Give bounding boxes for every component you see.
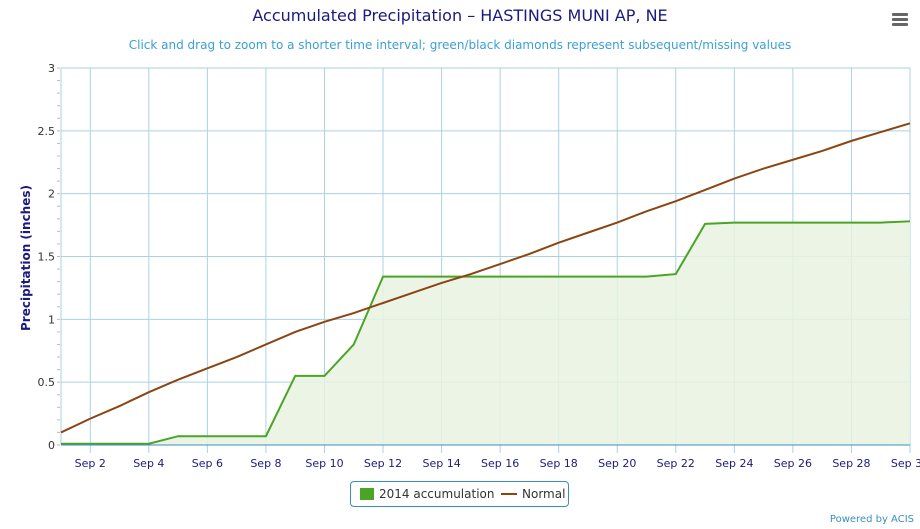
series-area-2014-accumulation <box>61 221 910 445</box>
legend-swatch-normal <box>501 493 517 495</box>
chart-title: Accumulated Precipitation – HASTINGS MUN… <box>252 6 668 25</box>
x-tick-label: Sep 6 <box>192 457 223 470</box>
x-tick-label: Sep 20 <box>598 457 636 470</box>
series-lines <box>60 122 911 445</box>
y-tick-label: 2 <box>48 188 55 201</box>
x-tick-label: Sep 22 <box>657 457 695 470</box>
chart-subtitle: Click and drag to zoom to a shorter time… <box>128 38 792 52</box>
y-axis-title: Precipitation (inches) <box>19 185 33 331</box>
x-tick-label: Sep 28 <box>832 457 870 470</box>
x-tick-label: Sep 26 <box>774 457 812 470</box>
x-tick-label: Sep 4 <box>133 457 164 470</box>
y-tick-label: 0.5 <box>38 376 56 389</box>
x-tick-label: Sep 14 <box>422 457 460 470</box>
x-tick-label: Sep 2 <box>75 457 106 470</box>
y-tick-label: 1 <box>48 313 55 326</box>
legend: 2014 accumulation Normal <box>350 481 569 507</box>
y-tick-label: 1.5 <box>38 251 56 264</box>
series-line-2014-accumulation <box>61 220 911 445</box>
x-tick-label: Sep 16 <box>481 457 519 470</box>
axes: Sep 2 Sep 4 Sep 6 Sep 8 Sep 10 Sep 12 Sep 14 Se… <box>38 62 920 470</box>
legend-swatch-2014-accumulation <box>360 488 374 500</box>
accumulation-area-layer <box>61 221 910 445</box>
x-tick-label: Sep 8 <box>250 457 281 470</box>
legend-item-normal[interactable]: Normal <box>501 487 565 501</box>
legend-label-normal: Normal <box>522 487 566 501</box>
legend-item-2014-accumulation[interactable]: 2014 accumulation <box>360 487 494 501</box>
series-line-normal <box>60 122 911 434</box>
x-tick-label: Sep 10 <box>305 457 343 470</box>
y-tick-label: 2.5 <box>38 125 56 138</box>
y-tick-label: 3 <box>48 62 55 75</box>
hamburger-menu-icon[interactable] <box>892 13 908 27</box>
y-tick-label: 0 <box>48 439 55 452</box>
x-tick-label: Sep 30 <box>891 457 920 470</box>
x-tick-label: Sep 18 <box>540 457 578 470</box>
credit-link[interactable]: Powered by ACIS <box>829 514 914 525</box>
x-tick-label: Sep 24 <box>715 457 753 470</box>
legend-label-2014-accumulation: 2014 accumulation <box>379 487 495 501</box>
x-tick-label: Sep 12 <box>364 457 402 470</box>
